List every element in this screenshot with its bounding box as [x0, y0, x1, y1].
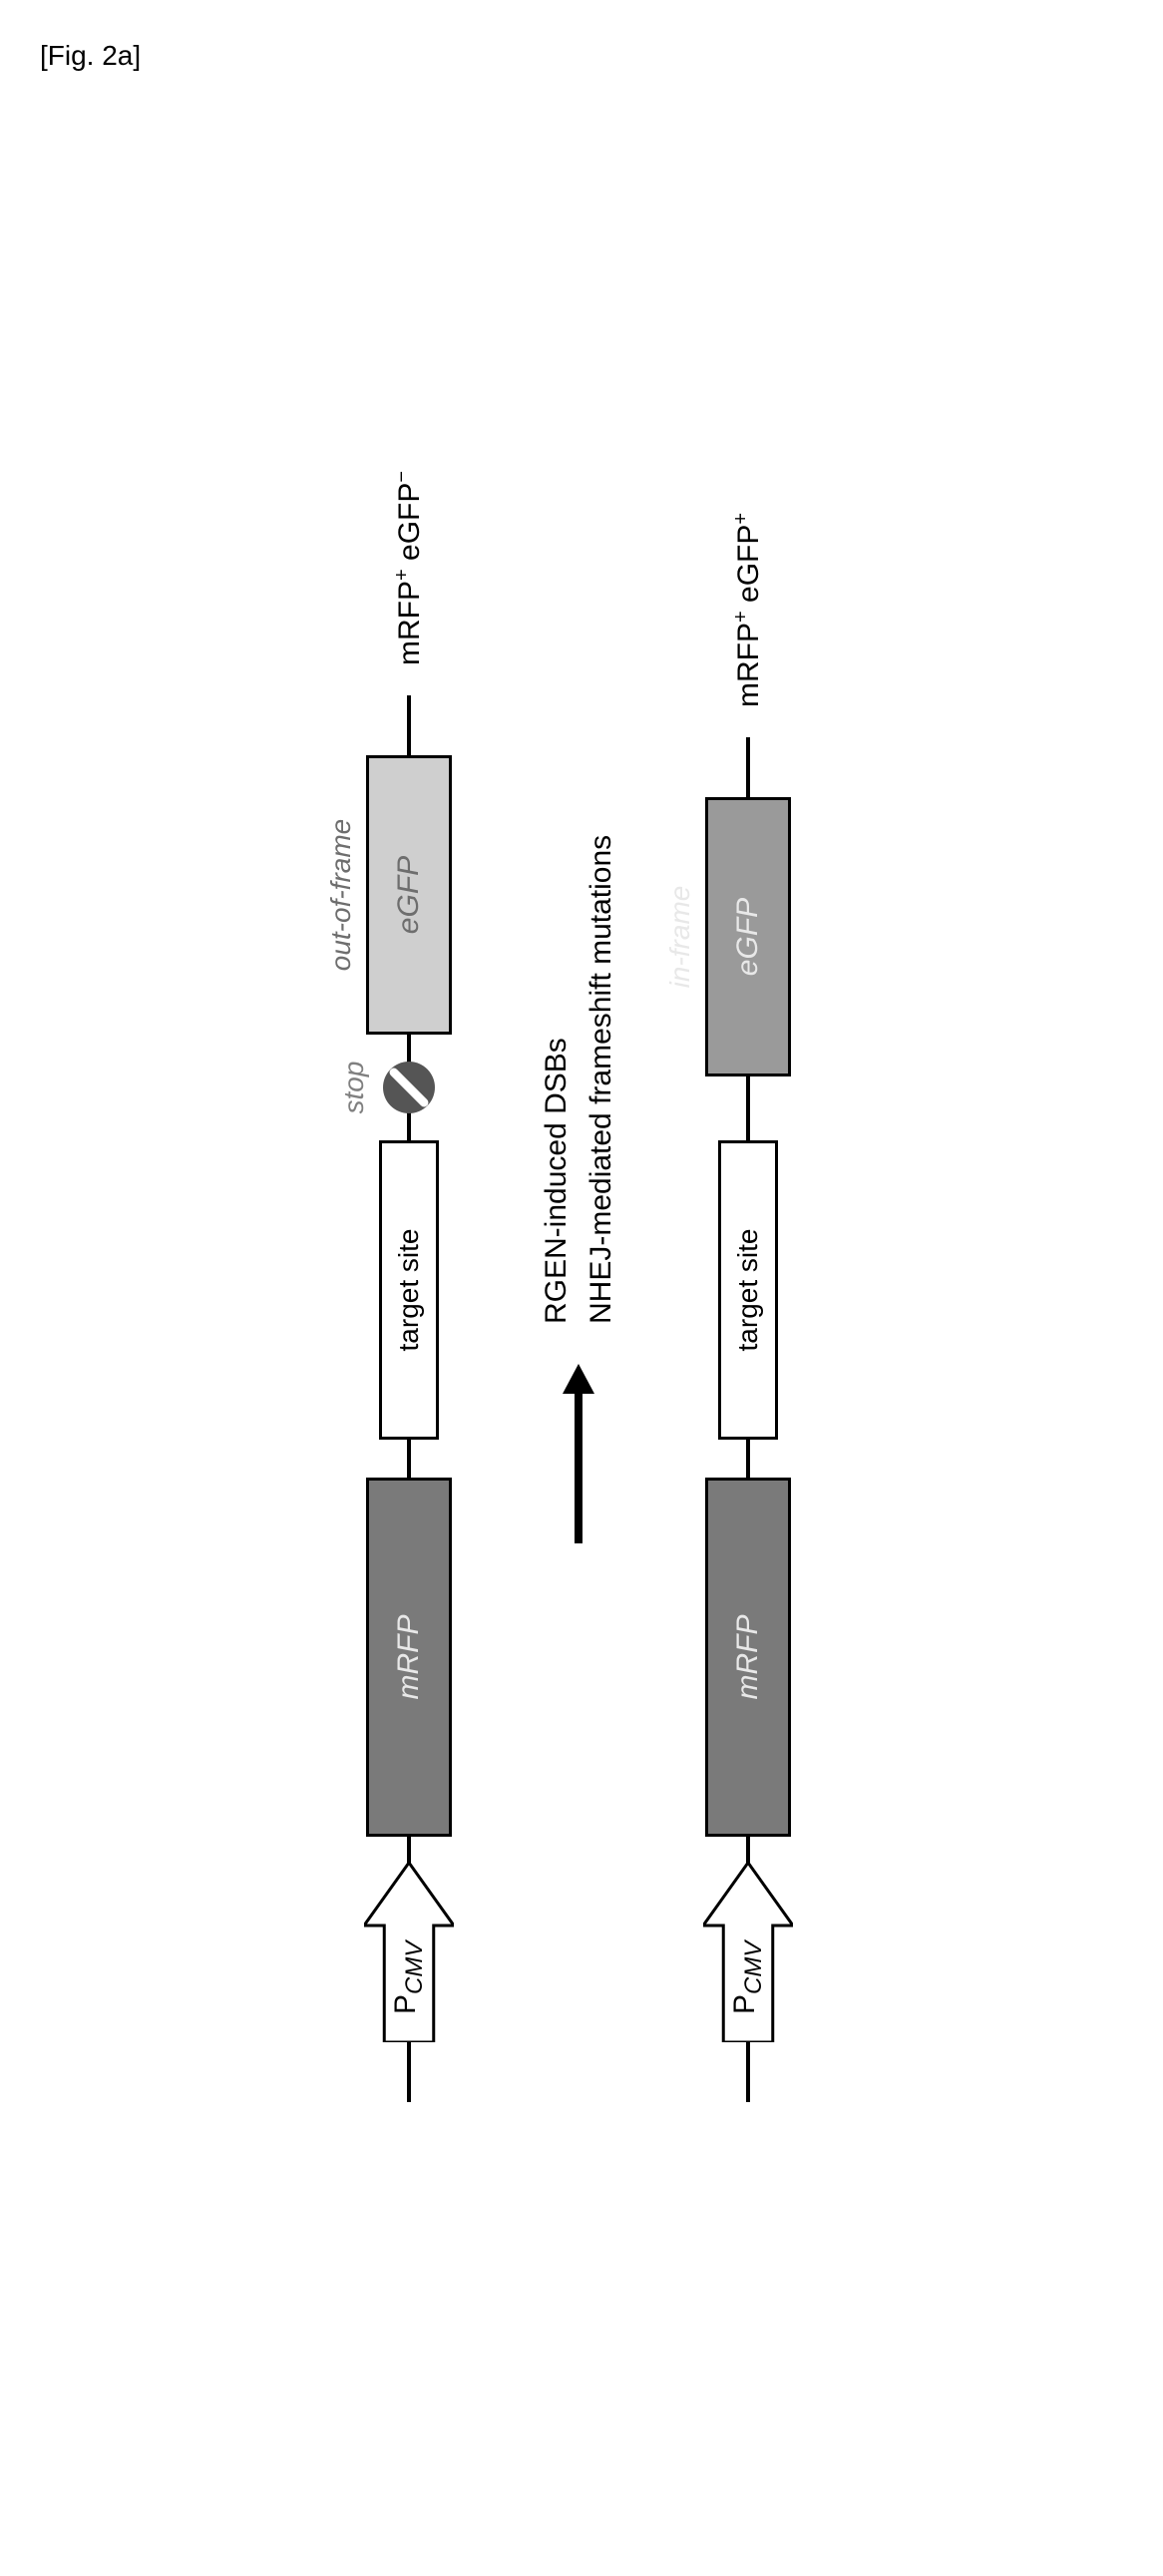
transition-block: RGEN-induced DSBs NHEJ-mediated frameshi…: [534, 0, 623, 1543]
diagram-container: PCMV mRFP target site stop eGFPout-of-frame…: [344, 0, 813, 2102]
egfp-box-label: eGFP: [392, 856, 426, 934]
egfp-box: eGFPin-frame: [705, 797, 791, 1076]
stop-label: stop: [338, 1062, 370, 1114]
figure-wrapper: [Fig. 2a] PCMVmRFPtarget site stopeGFPou…: [40, 40, 1123, 1239]
promoter-label: PCMV: [728, 1941, 768, 2014]
egfp-box-label: eGFP: [731, 898, 765, 976]
result-label: mRFP+ eGFP−: [391, 471, 427, 665]
transition-line1: RGEN-induced DSBs: [534, 835, 579, 1324]
target-site-box: target site: [379, 1140, 439, 1440]
mrfp-box-label: mRFP: [731, 1615, 765, 1700]
promoter-label: PCMV: [389, 1941, 429, 2014]
construct-top: PCMV mRFP target site stop eGFPout-of-frame…: [344, 0, 474, 2102]
promoter-arrow: PCMV: [364, 1863, 454, 2042]
promoter-arrow: PCMV: [703, 1863, 793, 2042]
down-arrow-icon: [559, 1364, 598, 1543]
transition-line2: NHEJ-mediated frameshift mutations: [579, 835, 623, 1324]
frame-label: in-frame: [664, 886, 696, 989]
target-site-box: target site: [718, 1140, 778, 1440]
egfp-box: eGFPout-of-frame: [366, 755, 452, 1035]
mrfp-box: mRFP: [705, 1478, 791, 1837]
stop-codon-icon: stop: [382, 1061, 436, 1114]
result-label: mRFP+ eGFP+: [730, 513, 766, 707]
construct-bottom: PCMV mRFP target site eGFPin-frame mRFP+ eGF…: [683, 0, 813, 2102]
transition-text: RGEN-induced DSBs NHEJ-mediated frameshi…: [534, 835, 623, 1324]
mrfp-box-label: mRFP: [392, 1615, 426, 1700]
frame-label: out-of-frame: [325, 819, 357, 972]
mrfp-box: mRFP: [366, 1478, 452, 1837]
